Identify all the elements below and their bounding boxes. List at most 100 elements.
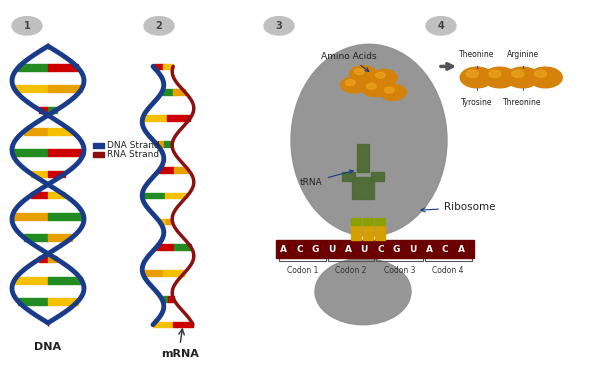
Text: G: G [393, 245, 400, 254]
Bar [160, 219, 166, 224]
Text: A: A [344, 245, 352, 254]
Bar [48, 213, 84, 220]
Text: Amino Acids: Amino Acids [321, 52, 377, 71]
Text: DNA: DNA [34, 342, 62, 352]
Bar [40, 256, 48, 262]
Bar [165, 193, 187, 199]
Bar [342, 172, 355, 181]
Circle shape [367, 83, 376, 89]
Text: RNA Strand: RNA Strand [107, 150, 159, 159]
Text: Arginine: Arginine [506, 50, 539, 59]
Bar [48, 149, 84, 156]
Bar [24, 128, 48, 135]
Circle shape [426, 17, 456, 35]
Circle shape [506, 67, 539, 88]
Circle shape [535, 70, 547, 77]
Circle shape [466, 70, 478, 77]
Bar [160, 167, 174, 173]
Bar [163, 270, 184, 276]
Circle shape [460, 67, 494, 88]
Text: Codon 3: Codon 3 [384, 266, 415, 275]
Circle shape [529, 67, 562, 88]
Text: Codon 1: Codon 1 [287, 266, 318, 275]
Bar [351, 225, 361, 240]
Bar [48, 192, 65, 199]
Bar [371, 172, 384, 181]
Bar [40, 107, 48, 113]
Bar [153, 322, 173, 328]
Text: Codon 4: Codon 4 [433, 266, 464, 275]
Bar [14, 277, 48, 284]
Bar [48, 170, 65, 177]
Bar [357, 144, 369, 172]
Bar [143, 115, 167, 121]
Text: A: A [280, 245, 287, 254]
Text: 4: 4 [437, 21, 445, 31]
Text: Codon 2: Codon 2 [335, 266, 367, 275]
Bar [363, 218, 373, 225]
Bar [162, 90, 173, 95]
Bar [375, 218, 385, 225]
Bar [352, 177, 374, 199]
Ellipse shape [315, 258, 411, 325]
Bar [48, 298, 77, 305]
Text: 3: 3 [275, 21, 283, 31]
Bar [351, 218, 361, 225]
Circle shape [12, 17, 42, 35]
Circle shape [355, 69, 364, 75]
Text: Ribosome: Ribosome [421, 202, 496, 212]
Bar [48, 107, 56, 113]
Bar [166, 219, 172, 224]
Bar [19, 64, 48, 71]
Text: 1: 1 [23, 21, 31, 31]
Bar [93, 152, 104, 157]
Bar [157, 245, 173, 250]
Bar [19, 298, 48, 305]
Bar [276, 240, 474, 258]
Bar [164, 141, 172, 147]
Bar [48, 277, 82, 284]
Bar [167, 296, 173, 302]
Text: A: A [458, 245, 465, 254]
Bar [48, 85, 82, 92]
Text: C: C [442, 245, 449, 254]
Bar [31, 192, 48, 199]
Circle shape [380, 84, 406, 100]
Text: Theonine: Theonine [460, 50, 494, 59]
Circle shape [371, 69, 397, 86]
Circle shape [385, 87, 394, 93]
Bar [142, 193, 165, 199]
Text: G: G [312, 245, 319, 254]
Bar [375, 225, 385, 240]
Text: C: C [377, 245, 384, 254]
Bar [174, 167, 188, 173]
Bar [14, 85, 48, 92]
Circle shape [362, 80, 388, 97]
Bar [143, 270, 163, 276]
Circle shape [346, 80, 355, 86]
Text: Threonine: Threonine [503, 98, 542, 107]
Text: mRNA: mRNA [161, 349, 199, 359]
Bar [12, 213, 48, 220]
Bar [157, 141, 164, 147]
Text: C: C [296, 245, 303, 254]
Text: Tyrosine: Tyrosine [461, 98, 493, 107]
Bar [153, 64, 163, 69]
Bar [48, 234, 72, 241]
Circle shape [512, 70, 524, 77]
Bar [162, 296, 167, 302]
Text: DNA Strand: DNA Strand [107, 141, 160, 150]
Bar [363, 225, 373, 240]
Circle shape [483, 67, 517, 88]
Circle shape [489, 70, 501, 77]
Circle shape [144, 17, 174, 35]
Bar [173, 322, 193, 328]
Text: U: U [409, 245, 416, 254]
Circle shape [350, 66, 376, 82]
Bar [48, 64, 77, 71]
Bar [173, 245, 191, 250]
Bar [93, 143, 104, 148]
Bar [12, 149, 48, 156]
Circle shape [376, 72, 385, 78]
Circle shape [341, 77, 367, 93]
